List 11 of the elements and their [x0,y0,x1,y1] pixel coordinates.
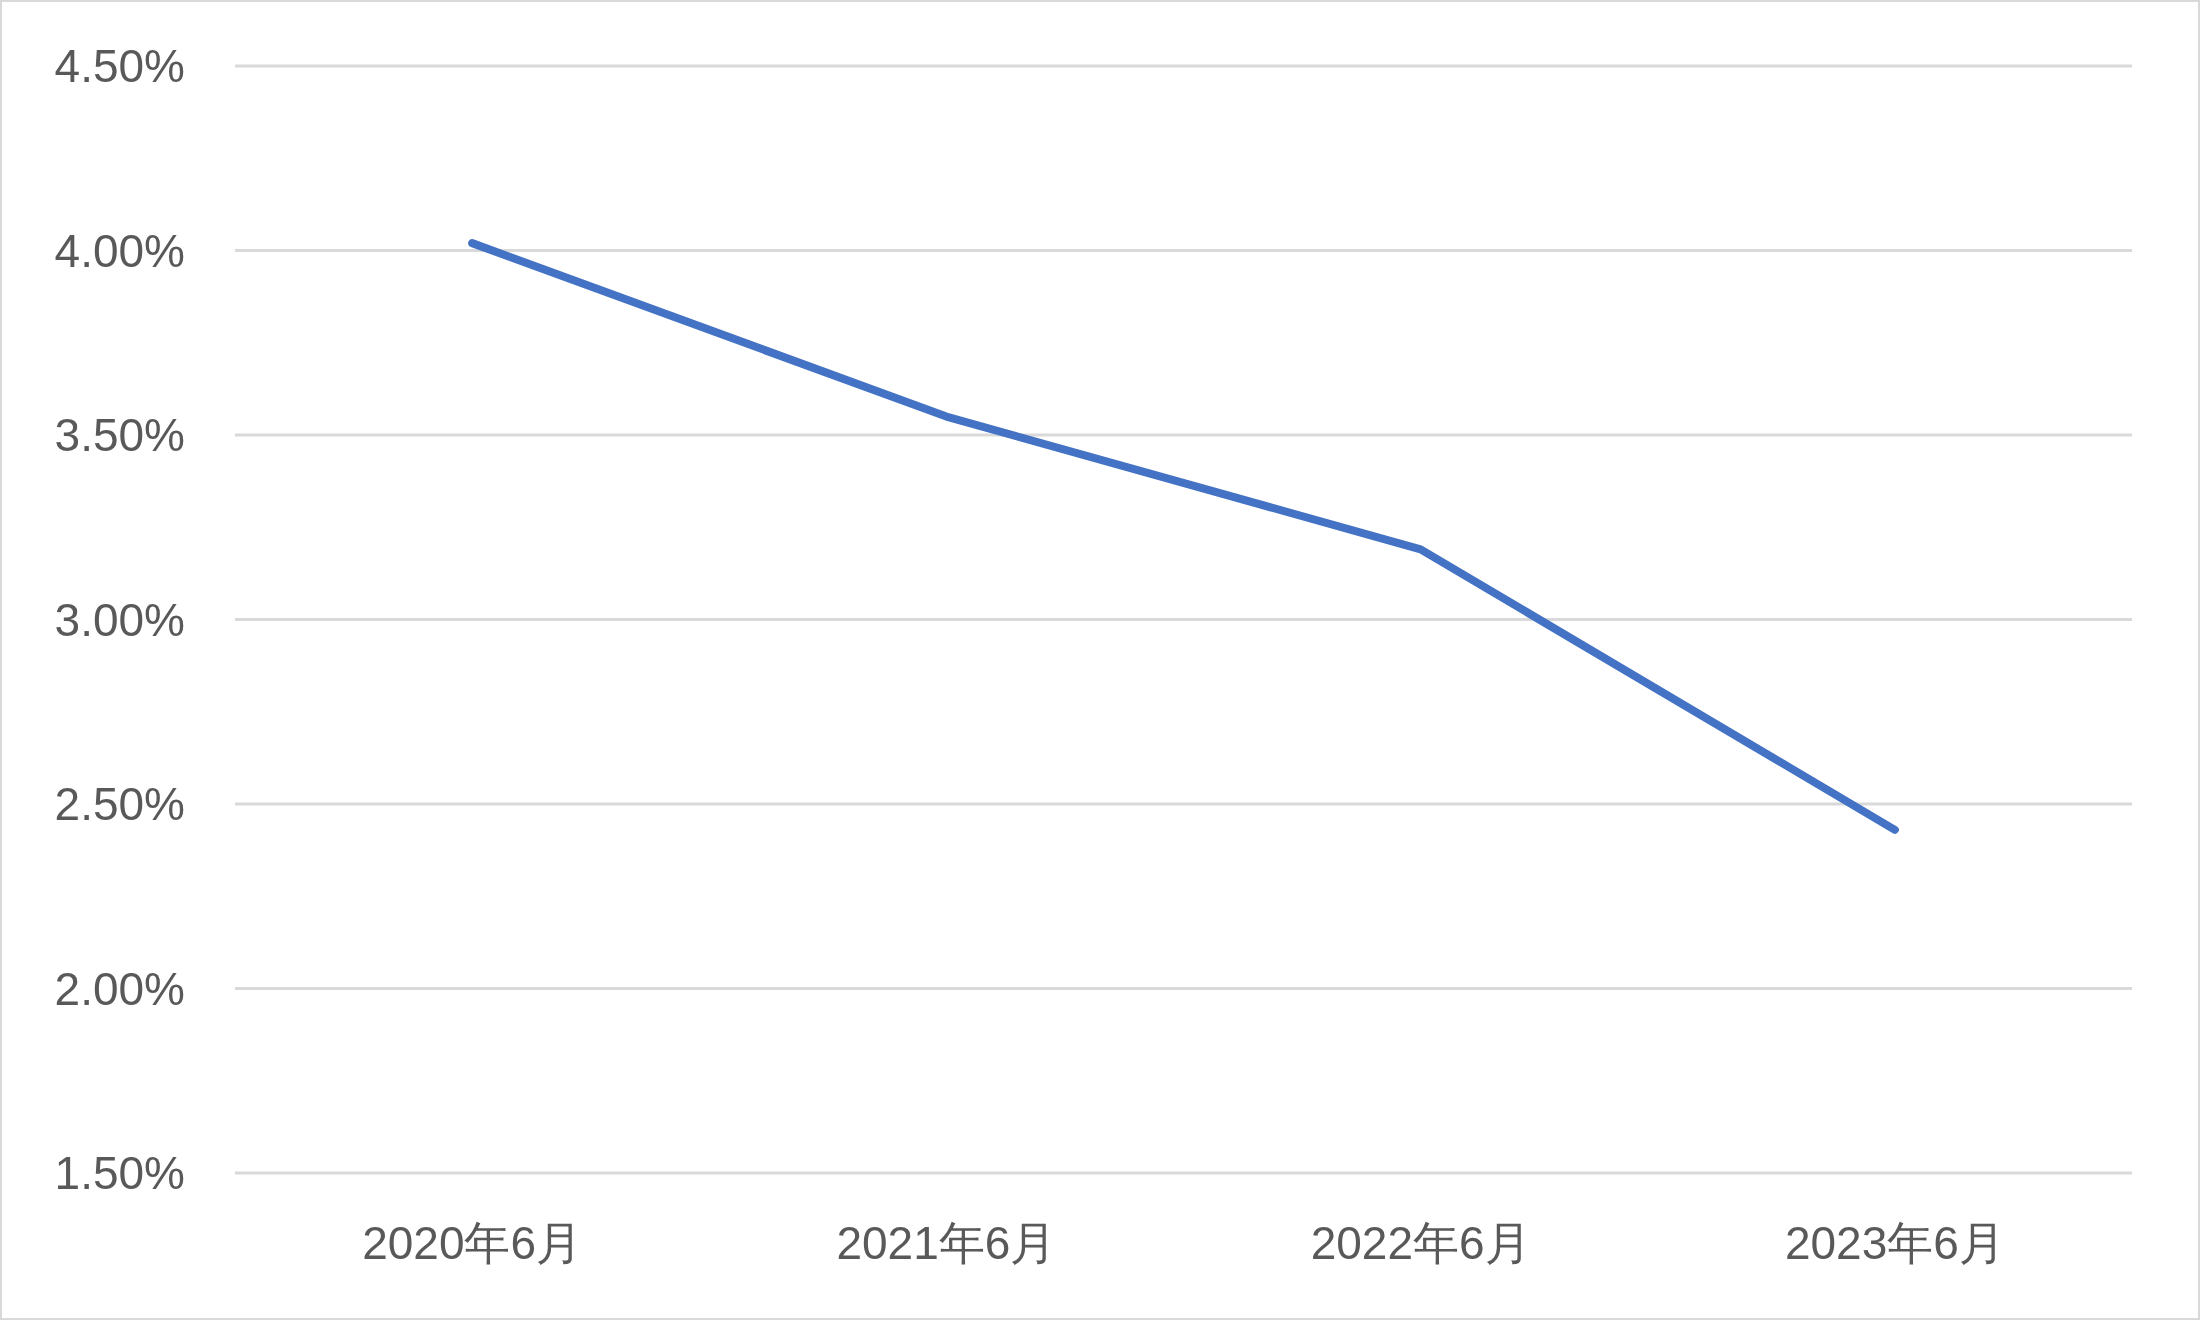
y-tick-label: 4.50% [54,40,185,92]
y-tick-label: 1.50% [54,1147,185,1199]
y-tick-label: 4.00% [54,224,185,277]
y-tick-label: 3.00% [54,593,185,646]
x-tick-label: 2021年6月 [836,1217,1057,1269]
x-tick-label: 2023年6月 [1784,1217,2005,1269]
y-tick-label: 2.50% [54,778,185,830]
y-tick-label: 3.50% [54,409,185,461]
x-tick-label: 2020年6月 [362,1217,583,1269]
x-tick-label: 2022年6月 [1310,1217,1531,1269]
y-tick-label: 2.00% [54,962,185,1015]
